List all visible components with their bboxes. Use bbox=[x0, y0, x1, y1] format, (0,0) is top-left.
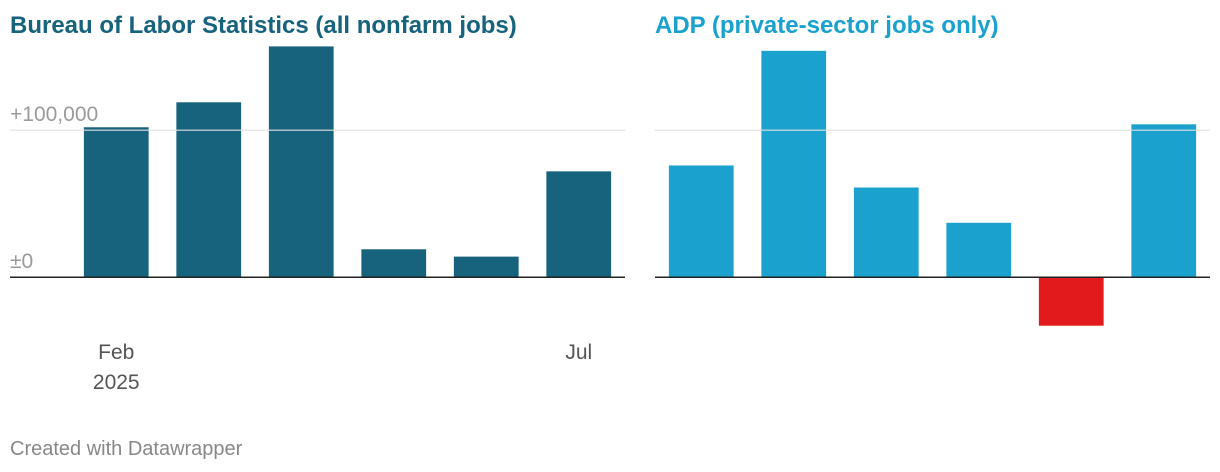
bar bbox=[1038, 277, 1104, 326]
chart-title: ADP (private-sector jobs only) bbox=[655, 12, 999, 39]
chart-title: Bureau of Labor Statistics (all nonfarm … bbox=[10, 12, 517, 39]
bar bbox=[668, 165, 734, 278]
bar bbox=[853, 187, 919, 278]
bar bbox=[83, 127, 149, 278]
bar bbox=[946, 222, 1012, 278]
bar bbox=[453, 256, 519, 278]
y-tick-label: ±0 bbox=[10, 250, 33, 273]
y-tick-label: +100,000 bbox=[10, 103, 98, 126]
bar bbox=[268, 46, 334, 278]
x-tick-label: Jul bbox=[565, 341, 592, 364]
bar bbox=[546, 171, 612, 278]
bar bbox=[1131, 124, 1197, 278]
footer: Created with Datawrapper bbox=[10, 438, 243, 460]
bar bbox=[761, 50, 827, 278]
x-tick-label: Feb 2025 bbox=[93, 341, 140, 394]
bar bbox=[176, 102, 242, 278]
bar bbox=[361, 249, 427, 278]
